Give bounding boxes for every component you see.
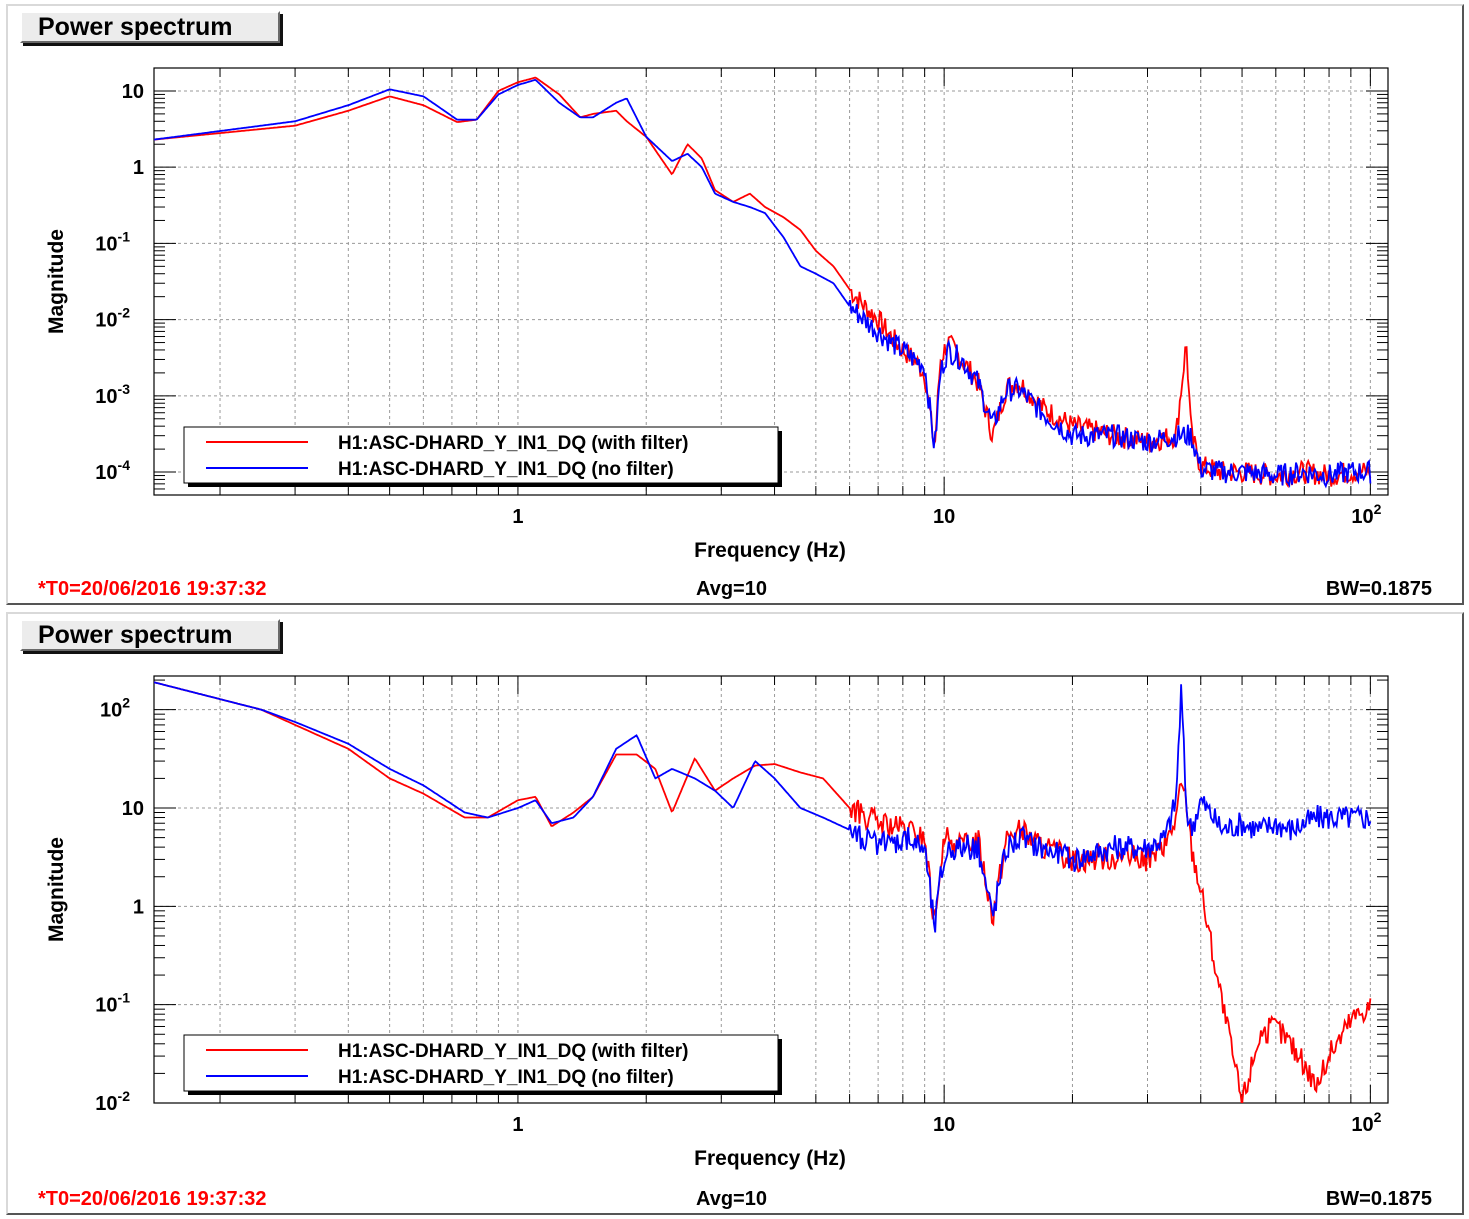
x-tick-label: 1 bbox=[512, 1114, 523, 1136]
y-tick-label: 10-1 bbox=[95, 228, 130, 255]
x-tick-exponent: 2 bbox=[1374, 501, 1382, 517]
y-tick-label: 10 bbox=[122, 81, 144, 103]
legend-entry: H1:ASC-DHARD_Y_IN1_DQ (with filter) bbox=[338, 1041, 688, 1062]
start-time-label: *T0=20/06/2016 19:37:32 bbox=[38, 1188, 267, 1210]
plot-frame bbox=[153, 67, 1389, 496]
y-tick-label: 10-2 bbox=[95, 1088, 130, 1115]
spectrum-plot-bottom: 1 10 102 102 10 1 10-1 10-2 Frequency (Hz) Magnit… bbox=[45, 675, 1389, 1170]
x-tick-exponent: 2 bbox=[1374, 1109, 1382, 1125]
y-tick-label: 1 bbox=[133, 157, 144, 179]
y-tick-exponent: -1 bbox=[118, 990, 131, 1006]
averages-label: Avg=10 bbox=[696, 1188, 767, 1210]
power-spectrum-panel-top: Power spectrum 1 10 102 10 1 10-1 10-2 10-3 10-4… bbox=[6, 4, 1464, 605]
y-tick-label: 1 bbox=[133, 896, 144, 918]
y-tick-exponent: 2 bbox=[122, 695, 130, 711]
y-tick-exponent: -1 bbox=[118, 228, 131, 244]
y-tick-label: 10-3 bbox=[95, 381, 130, 408]
y-axis-label: Magnitude bbox=[45, 229, 68, 334]
y-tick-label: 10-2 bbox=[95, 305, 130, 332]
plot-area bbox=[154, 68, 1388, 495]
y-tick-exponent: -4 bbox=[118, 457, 131, 473]
x-tick-label: 10 bbox=[933, 506, 955, 528]
spectrum-plot-top: 1 10 102 10 1 10-1 10-2 10-3 10-4 Frequency (Hz) M… bbox=[45, 67, 1389, 562]
y-tick-exponent: -3 bbox=[118, 381, 131, 397]
series-line-with-filter bbox=[154, 681, 1372, 1103]
x-axis-label: Frequency (Hz) bbox=[694, 1147, 846, 1170]
legend-box bbox=[183, 1034, 779, 1092]
x-tick-label: 1 bbox=[512, 506, 523, 528]
y-axis-label: Magnitude bbox=[45, 837, 68, 942]
y-tick-label: 10-1 bbox=[95, 990, 130, 1017]
x-tick-label: 102 bbox=[1351, 1109, 1381, 1136]
averages-label: Avg=10 bbox=[696, 578, 767, 600]
y-tick-exponent: -2 bbox=[118, 1088, 131, 1104]
power-spectrum-panel-bottom: Power spectrum 1 10 102 102 10 1 10-1 10-2 Frequ… bbox=[6, 612, 1464, 1215]
series-line-no-filter bbox=[154, 78, 1372, 489]
x-tick-label: 102 bbox=[1351, 501, 1381, 528]
bandwidth-label: BW=0.1875 bbox=[1325, 578, 1432, 600]
panel-title: Power spectrum bbox=[20, 11, 280, 43]
y-tick-label: 10 bbox=[122, 798, 144, 820]
legend-box bbox=[183, 426, 779, 484]
plot-frame bbox=[153, 675, 1389, 1104]
series-line-no-filter bbox=[154, 681, 1372, 933]
x-axis-label: Frequency (Hz) bbox=[694, 539, 846, 562]
plot-area bbox=[154, 676, 1388, 1103]
start-time-label: *T0=20/06/2016 19:37:32 bbox=[38, 578, 267, 600]
legend-entry: H1:ASC-DHARD_Y_IN1_DQ (with filter) bbox=[338, 433, 688, 454]
y-tick-label: 10-4 bbox=[95, 457, 130, 484]
legend-entry: H1:ASC-DHARD_Y_IN1_DQ (no filter) bbox=[338, 1067, 674, 1088]
panel-title: Power spectrum bbox=[20, 619, 280, 651]
bandwidth-label: BW=0.1875 bbox=[1325, 1188, 1432, 1210]
y-tick-exponent: -2 bbox=[118, 305, 131, 321]
y-tick-label: 102 bbox=[100, 695, 130, 722]
x-tick-label: 10 bbox=[933, 1114, 955, 1136]
legend-entry: H1:ASC-DHARD_Y_IN1_DQ (no filter) bbox=[338, 459, 674, 480]
